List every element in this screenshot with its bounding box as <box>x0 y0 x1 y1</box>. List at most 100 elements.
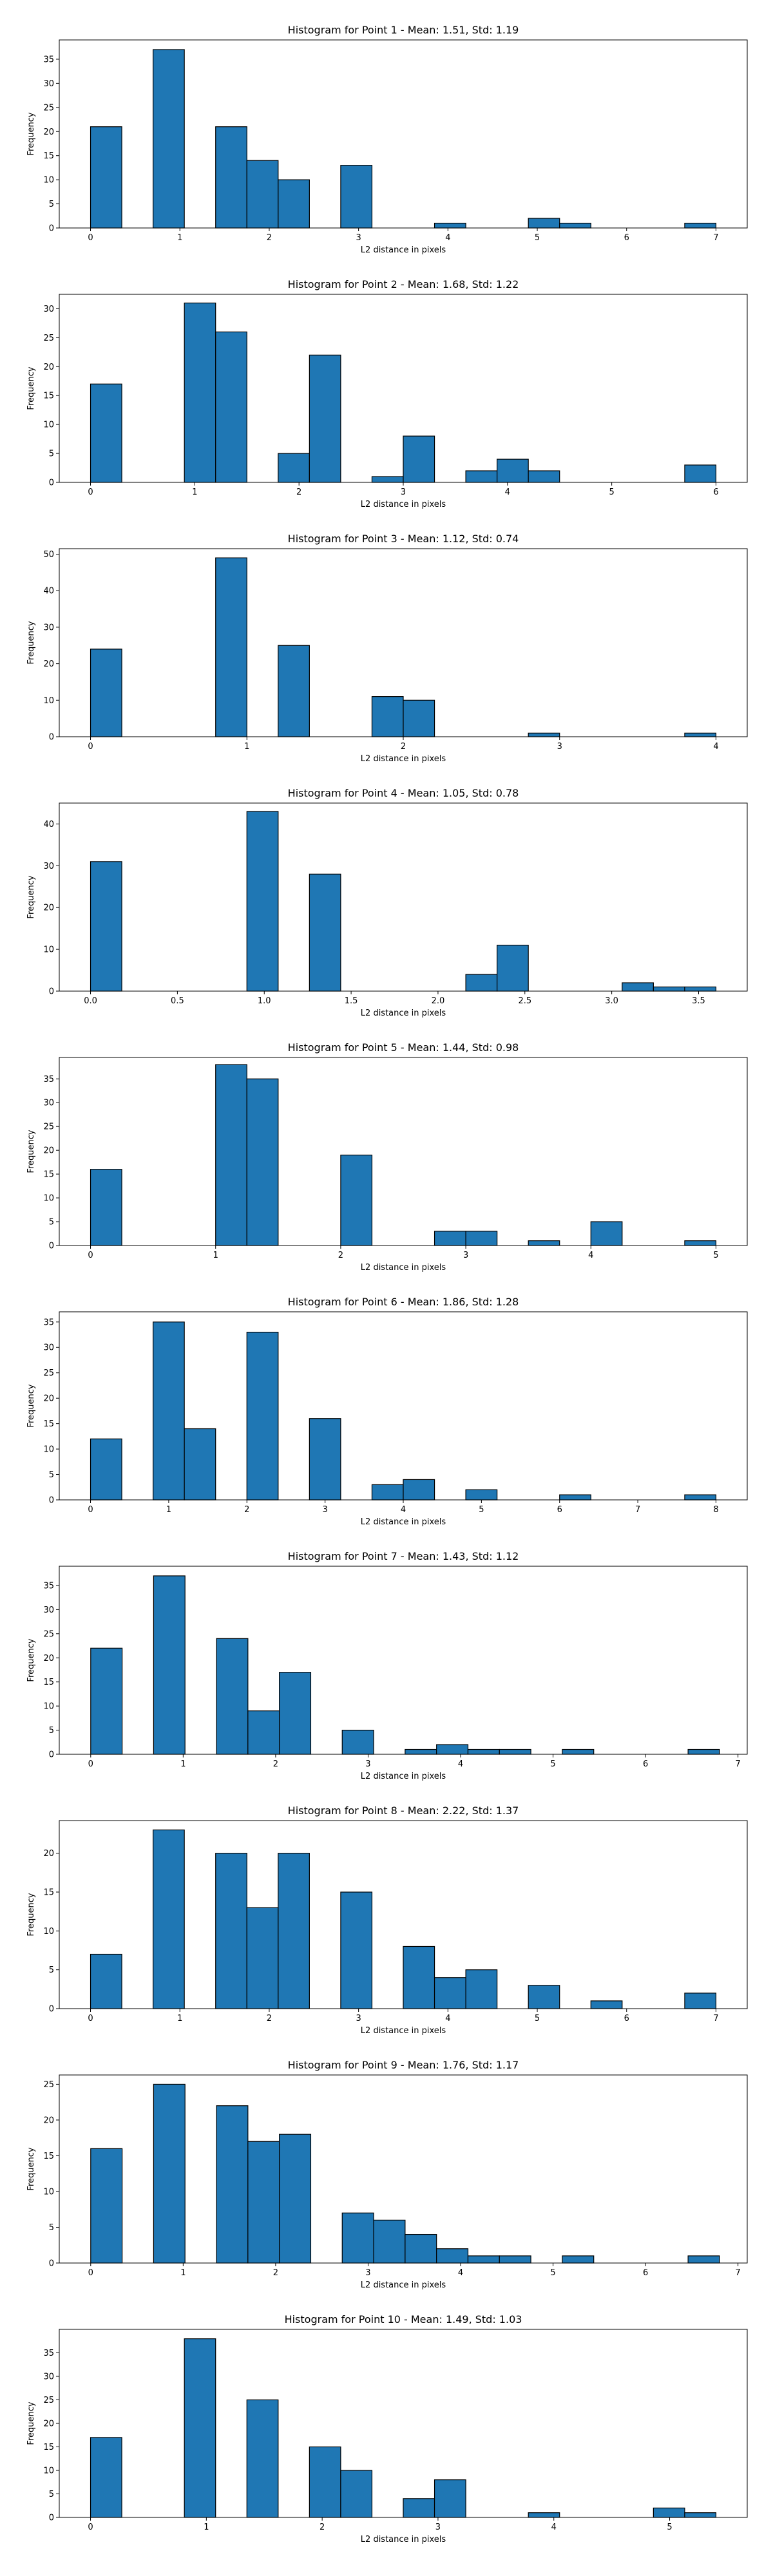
histogram-bar <box>371 696 404 737</box>
x-tick-label: 1 <box>166 1505 171 1515</box>
x-tick-label: 5 <box>535 233 540 243</box>
y-tick-label: 35 <box>43 1318 54 1327</box>
histogram-bar <box>309 873 341 992</box>
histogram-bar <box>246 1078 279 1246</box>
histogram-svg: Histogram for Point 3 - Mean: 1.12, Std:… <box>26 533 748 764</box>
y-tick-label: 0 <box>49 1496 54 1506</box>
histogram-bar <box>279 1672 312 1755</box>
histogram-bar <box>434 1231 466 1246</box>
histogram-bar <box>465 470 498 483</box>
x-axis-label: L2 distance in pixels <box>361 754 446 764</box>
x-tick-label: 7 <box>635 1505 640 1515</box>
histogram-bar <box>246 1331 279 1501</box>
y-tick-label: 25 <box>43 2080 54 2090</box>
histogram-bar <box>215 557 247 737</box>
y-tick-label: 10 <box>43 2187 54 2197</box>
histogram-bar <box>590 1221 623 1246</box>
y-tick-label: 5 <box>49 1470 54 1480</box>
histogram-panel-7: Histogram for Point 7 - Mean: 1.43, Std:… <box>0 1526 773 1781</box>
histogram-bar <box>247 1710 280 1755</box>
histogram-bars <box>90 2083 720 2264</box>
histogram-bar <box>405 2233 437 2264</box>
histogram-bar <box>465 1489 498 1501</box>
x-tick-label: 4 <box>458 1759 463 1769</box>
histogram-bar <box>340 1154 373 1246</box>
y-tick-label: 0 <box>49 2259 54 2269</box>
x-tick-label: 4 <box>458 2268 463 2278</box>
y-tick-label: 20 <box>43 904 54 913</box>
chart-title: Histogram for Point 3 - Mean: 1.12, Std:… <box>288 533 519 545</box>
axes-frame <box>59 2329 748 2518</box>
x-tick-label: 5 <box>667 2523 672 2532</box>
x-tick-label: 0.5 <box>171 996 184 1006</box>
histogram-bar <box>499 2255 531 2264</box>
histogram-bars <box>90 1575 720 1755</box>
x-axis-label: L2 distance in pixels <box>361 2026 446 2036</box>
y-tick-label: 20 <box>43 2116 54 2125</box>
histogram-bar <box>278 645 310 737</box>
x-tick-label: 5 <box>550 2268 555 2278</box>
histogram-bars <box>90 302 717 483</box>
histogram-bars <box>90 557 717 737</box>
histogram-bar <box>216 2105 249 2264</box>
histogram-bar <box>90 649 122 737</box>
y-tick-label: 20 <box>43 1849 54 1859</box>
y-tick-label: 15 <box>43 2443 54 2452</box>
histogram-bar <box>90 2437 122 2518</box>
y-tick-label: 20 <box>43 363 54 372</box>
histogram-bar <box>278 453 310 483</box>
histogram-bar <box>528 218 560 229</box>
x-tick-label: 1.0 <box>258 996 271 1006</box>
y-tick-label: 5 <box>49 2223 54 2233</box>
histogram-bar <box>405 1748 437 1755</box>
y-axis-label: Frequency <box>26 1893 36 1936</box>
x-tick-label: 5 <box>609 488 614 497</box>
y-tick-label: 15 <box>43 1678 54 1687</box>
x-tick-label: 3.0 <box>605 996 618 1006</box>
x-axis-label: L2 distance in pixels <box>361 1009 446 1018</box>
y-tick-label: 10 <box>43 2467 54 2476</box>
histogram-bar <box>279 2134 312 2264</box>
x-tick-label: 3 <box>365 1759 370 1769</box>
x-tick-label: 8 <box>713 1505 718 1515</box>
x-tick-label: 2 <box>320 2523 325 2532</box>
histogram-bar <box>309 354 341 483</box>
x-tick-label: 2 <box>267 2014 272 2023</box>
y-axis-label: Frequency <box>26 1638 36 1681</box>
histogram-bar <box>246 160 279 229</box>
histogram-bar <box>90 1647 123 1755</box>
x-tick-label: 6 <box>624 233 629 243</box>
y-tick-label: 0 <box>49 987 54 997</box>
y-tick-label: 20 <box>43 1394 54 1404</box>
histogram-bar <box>687 1748 720 1755</box>
axes-frame <box>59 2074 748 2264</box>
histogram-bar <box>465 974 498 992</box>
histogram-panel-3: Histogram for Point 3 - Mean: 1.12, Std:… <box>0 509 773 764</box>
histogram-bar <box>184 1428 216 1501</box>
x-tick-label: 0 <box>88 2268 93 2278</box>
histogram-bars <box>90 1321 717 1501</box>
y-tick-label: 0 <box>49 224 54 234</box>
histogram-panel-6: Histogram for Point 6 - Mean: 1.86, Std:… <box>0 1272 773 1527</box>
histogram-bar <box>341 2212 374 2264</box>
x-axis-label: L2 distance in pixels <box>361 1263 446 1273</box>
x-tick-label: 2.0 <box>432 996 445 1006</box>
histogram-bar <box>403 2498 435 2518</box>
x-tick-label: 7 <box>736 2268 741 2278</box>
y-tick-label: 0 <box>49 733 54 743</box>
y-tick-label: 20 <box>43 128 54 137</box>
x-tick-label: 4 <box>713 742 718 752</box>
x-tick-label: 2 <box>296 488 301 497</box>
x-tick-label: 1 <box>213 1251 218 1260</box>
y-tick-label: 30 <box>43 1099 54 1108</box>
histogram-bar <box>622 982 654 992</box>
y-tick-label: 30 <box>43 79 54 89</box>
y-tick-label: 20 <box>43 1654 54 1663</box>
histogram-bar <box>90 126 122 229</box>
histogram-panel-9: Histogram for Point 9 - Mean: 1.76, Std:… <box>0 2035 773 2290</box>
histogram-svg: Histogram for Point 8 - Mean: 2.22, Std:… <box>26 1804 748 2036</box>
y-tick-label: 20 <box>43 2420 54 2429</box>
x-tick-label: 2 <box>401 742 406 752</box>
histogram-bar <box>684 1993 717 2009</box>
histogram-bar <box>434 1977 466 2009</box>
